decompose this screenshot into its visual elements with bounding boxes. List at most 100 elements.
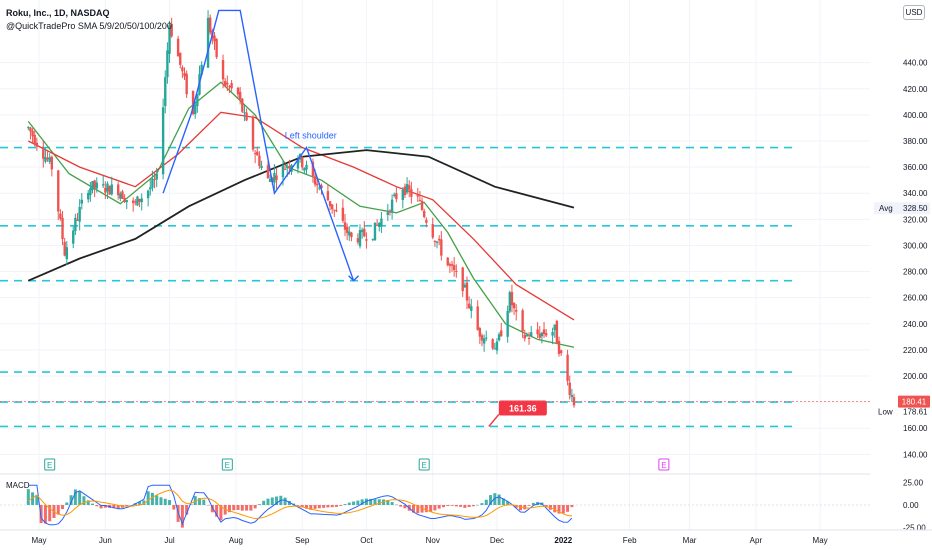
candle-body bbox=[463, 284, 467, 288]
macd-bar bbox=[561, 505, 565, 514]
candle-body bbox=[343, 222, 347, 230]
y-tick-label: 420.00 bbox=[903, 85, 928, 94]
macd-bar bbox=[343, 504, 347, 505]
candle-body bbox=[478, 328, 482, 337]
candle-body bbox=[378, 222, 381, 227]
candle-body bbox=[557, 340, 561, 354]
candle-body bbox=[373, 222, 377, 241]
candle-body bbox=[425, 219, 428, 223]
macd-bar bbox=[476, 504, 480, 506]
macd-bar bbox=[65, 502, 69, 505]
candle-body bbox=[495, 341, 499, 351]
candle-body bbox=[551, 331, 554, 336]
candle-body bbox=[78, 206, 81, 222]
x-tick-label: 2022 bbox=[554, 536, 572, 545]
macd-bar bbox=[493, 493, 497, 505]
macd-bar bbox=[155, 495, 159, 505]
candle-body bbox=[301, 157, 304, 168]
macd-bar bbox=[232, 505, 236, 511]
target-pointer bbox=[488, 413, 500, 427]
candle-body bbox=[91, 181, 94, 191]
macd-bar bbox=[172, 505, 176, 510]
candle-body bbox=[251, 117, 255, 150]
price-labels: 161.36 180.41 Low 178.61 Avg 328.50 bbox=[0, 202, 930, 427]
macd-bar bbox=[91, 503, 94, 505]
candle-body bbox=[72, 230, 75, 244]
candle-body bbox=[326, 191, 330, 201]
macd-bar bbox=[523, 505, 527, 510]
candle-body bbox=[42, 149, 45, 159]
candle-body bbox=[527, 337, 531, 339]
currency-button[interactable]: USD bbox=[903, 5, 925, 20]
macd-bar bbox=[223, 505, 227, 515]
candle-body bbox=[223, 81, 227, 87]
candle-body bbox=[80, 199, 83, 204]
pattern-line bbox=[162, 9, 355, 281]
macd-bar bbox=[369, 498, 373, 505]
macd-bar bbox=[215, 505, 219, 517]
target-box bbox=[498, 400, 547, 416]
macd-bar bbox=[253, 505, 257, 509]
macd-bar bbox=[309, 505, 313, 510]
macd-bar bbox=[245, 505, 249, 511]
candle-body bbox=[260, 165, 263, 169]
candle-body bbox=[31, 130, 34, 137]
candle-body bbox=[194, 104, 197, 115]
candle-body bbox=[570, 395, 574, 398]
macd-bar bbox=[322, 505, 326, 508]
macd-bar bbox=[300, 505, 304, 508]
candle-body bbox=[268, 178, 272, 182]
macd-bar bbox=[501, 498, 505, 505]
macd-bar bbox=[330, 505, 334, 508]
time-axis: May Jun Jul Aug Sep Oct Nov Dec 2022 Feb Mar Apr May bbox=[0, 529, 932, 545]
macd-bar bbox=[557, 505, 561, 514]
macd-bar bbox=[39, 505, 43, 524]
macd-bar bbox=[364, 498, 368, 505]
candle-body bbox=[106, 183, 109, 192]
candle-body bbox=[74, 217, 77, 231]
macd-bar bbox=[163, 498, 167, 505]
y-tick-label: 140.00 bbox=[903, 450, 928, 459]
macd-bar bbox=[129, 504, 133, 506]
candle-body bbox=[258, 155, 261, 166]
candle-body bbox=[568, 382, 571, 395]
sma-line bbox=[27, 81, 575, 348]
macd-bar bbox=[48, 505, 52, 522]
macd-bar bbox=[484, 499, 488, 505]
macd-bar bbox=[433, 505, 437, 511]
macd-bar bbox=[506, 501, 510, 505]
candle-body bbox=[423, 210, 426, 217]
macd-bar bbox=[352, 501, 356, 505]
avg-box bbox=[874, 202, 930, 215]
macd-bar bbox=[99, 505, 103, 509]
candle-body bbox=[470, 306, 473, 311]
earnings-marker bbox=[221, 458, 233, 471]
y-tick-label: 320.00 bbox=[903, 215, 928, 224]
candle-body bbox=[221, 59, 225, 80]
candle-body bbox=[448, 264, 452, 266]
candle-body bbox=[465, 282, 469, 301]
candle-body bbox=[179, 52, 182, 65]
macd-tick-label: -25.00 bbox=[903, 524, 926, 533]
candle-body bbox=[303, 168, 306, 171]
candle-body bbox=[536, 329, 539, 335]
candle-body bbox=[350, 232, 353, 238]
candle-body bbox=[480, 335, 484, 341]
last-price-box bbox=[898, 395, 930, 408]
macd-bar bbox=[429, 505, 433, 512]
candle-body bbox=[363, 228, 366, 237]
candle-body bbox=[403, 186, 407, 196]
macd-bar bbox=[275, 496, 279, 505]
macd-bar bbox=[360, 499, 364, 505]
macd-bar bbox=[236, 505, 240, 511]
candle-body bbox=[228, 86, 231, 88]
candle-body bbox=[266, 165, 270, 179]
candle-body bbox=[508, 292, 511, 312]
macd-bar bbox=[566, 505, 570, 512]
candle-body bbox=[393, 194, 396, 196]
macd-bar bbox=[416, 505, 420, 514]
candle-body bbox=[388, 210, 392, 213]
candle-body bbox=[123, 197, 126, 202]
x-tick-label: Mar bbox=[683, 536, 697, 545]
